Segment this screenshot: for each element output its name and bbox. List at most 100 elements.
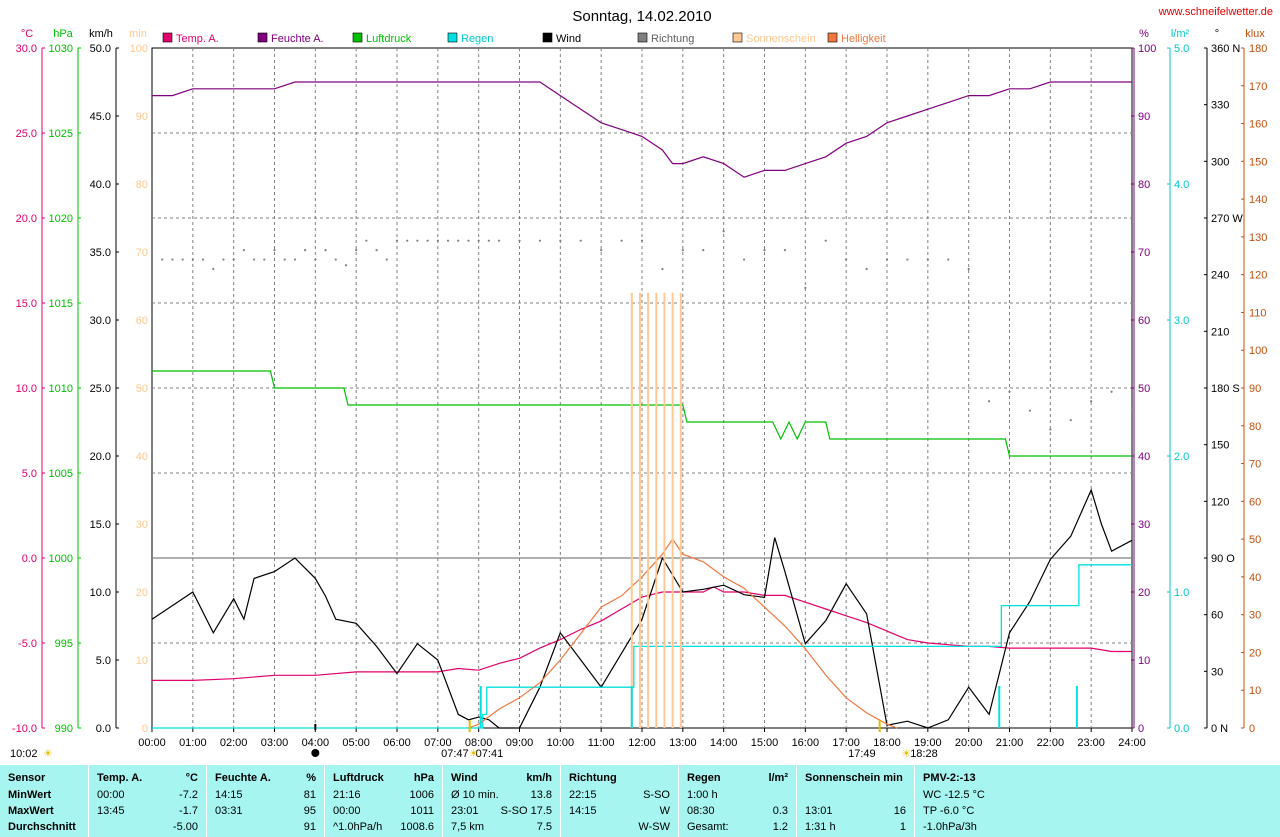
direction-point (314, 258, 317, 261)
table-cell: 03:31 (215, 805, 243, 817)
rain-tick-label: 1.0 (1174, 587, 1189, 599)
direction-tick-label: 120 (1211, 496, 1229, 508)
table-cell-value: 1011 (410, 805, 434, 817)
sun-unit-label: min (129, 28, 147, 40)
sun-markers: 07:47 07:41☀ 17:49 18:28☀10:02 ☀ (10, 720, 938, 760)
table-cell-value: 1.2 (772, 821, 788, 833)
direction-point (1130, 409, 1134, 412)
humidity-tick-label: 40 (1138, 451, 1150, 463)
humidity-tick-label: 100 (1138, 43, 1156, 55)
table-cell-value: S-SO (643, 789, 670, 801)
brightness-tick-label: 0 (1249, 723, 1255, 735)
legend-swatch (637, 32, 648, 43)
direction-point (283, 258, 286, 261)
sunset-label-2: 18:28 (910, 748, 938, 760)
temp-unit-label: °C (21, 28, 33, 40)
direction-point (426, 239, 429, 242)
table-cell-value: -7.2 (179, 789, 198, 801)
x-tick-label: 21:00 (996, 737, 1024, 749)
table-cell-value: W-SW (638, 821, 670, 833)
brightness-tick-label: 170 (1249, 81, 1267, 93)
rain-tick-label: 2.0 (1174, 451, 1189, 463)
x-tick-label: 10:00 (547, 737, 575, 749)
direction-point (497, 239, 501, 242)
legend-swatch (447, 32, 458, 43)
rain-tick-label: 5.0 (1174, 43, 1189, 55)
humidity-tick-label: 70 (1138, 247, 1150, 259)
table-cell-value: S-SO 17.5 (500, 805, 552, 817)
direction-point (742, 258, 746, 261)
direction-point (324, 249, 327, 252)
direction-point (661, 267, 664, 271)
website-link[interactable]: www.schneifelwetter.de (1158, 6, 1273, 18)
direction-point (201, 258, 205, 261)
pressure-tick-label: 1025 (49, 128, 73, 140)
wind-tick-label: 10.0 (90, 587, 111, 599)
direction-tick-label: 30 (1211, 666, 1223, 678)
brightness-tick-label: 30 (1249, 610, 1261, 622)
table-header-unit: l/m² (768, 772, 788, 784)
table-cell: 21:16 (333, 789, 361, 801)
x-tick-label: 19:00 (914, 737, 942, 749)
direction-point (273, 249, 276, 252)
chart-title: Sonntag, 14.02.2010 (572, 8, 711, 25)
x-tick-label: 14:00 (710, 737, 738, 749)
x-tick-label: 04:00 (302, 737, 330, 749)
table-header: Feuchte A. (215, 772, 271, 784)
temp-tick-label: 25.0 (16, 128, 37, 140)
sun-icon: ☀ (469, 748, 479, 760)
table-cell-value: W (659, 805, 670, 817)
legend-label: Wind (556, 33, 581, 45)
pressure-tick-label: 995 (55, 638, 73, 650)
table-cell: 08:30 (687, 805, 715, 817)
x-tick-label: 15:00 (751, 737, 779, 749)
x-tick-label: 09:00 (506, 737, 534, 749)
direction-point (783, 249, 787, 252)
sun-tick-label: 0 (142, 723, 148, 735)
humidity-tick-label: 20 (1138, 587, 1150, 599)
direction-point (457, 239, 460, 242)
series (151, 81, 1134, 729)
direction-point (365, 239, 368, 242)
table-cell: 7,5 km (451, 821, 485, 833)
rain-tick-label: 0.0 (1174, 723, 1189, 735)
table-cell: -1.0hPa/3h (923, 821, 977, 833)
sunset-icon: ☀ (901, 748, 911, 760)
direction-point (681, 249, 684, 252)
direction-point (406, 239, 409, 242)
direction-tick-label: 330 (1211, 100, 1229, 112)
table-column: Luftdruck hPa 21:16 1006 00:00 1011 ^1.0hPa/h 1… (324, 765, 442, 837)
legend-swatch (542, 32, 553, 43)
direction-point (1049, 428, 1052, 431)
x-tick-label: 08:00 (465, 737, 493, 749)
brightness-tick-label: 80 (1249, 421, 1261, 433)
direction-point (640, 239, 644, 242)
pressure-tick-label: 990 (55, 723, 73, 735)
direction-point (477, 239, 480, 242)
new-moon-icon (311, 749, 320, 757)
table-column: Wind km/h Ø 10 min. 13.8 23:01 S-SO 17.5 7,5 k… (442, 765, 560, 837)
temp-tick-label: 20.0 (16, 213, 37, 225)
legend: Temp. A. Feuchte A. Luftdruck Regen Wind Rich… (162, 32, 886, 45)
direction-point (987, 400, 991, 403)
direction-point (487, 239, 490, 242)
table-cell-value: 16 (893, 805, 906, 817)
table-cell: Ø 10 min. (451, 789, 499, 801)
table-cell-value: 1008.6 (400, 821, 434, 833)
legend-label: Luftdruck (366, 33, 412, 45)
table-cell: ^1.0hPa/h (333, 821, 383, 833)
table-cell: Durchschnitt (8, 821, 76, 833)
table-cell-value: 1 (899, 821, 906, 833)
table-header: Richtung (569, 772, 617, 784)
pressure-tick-label: 1030 (49, 43, 73, 55)
direction-point (161, 258, 164, 261)
brightness-tick-label: 90 (1249, 383, 1261, 395)
pressure-tick-label: 1005 (49, 468, 73, 480)
legend-swatch (732, 32, 743, 43)
wind-tick-label: 20.0 (90, 451, 111, 463)
current-time-label: 10:02 (10, 748, 38, 760)
table-column: PMV-2:-13 WC -12.5 °C TP -6.0 °C -1.0hPa/3h (914, 765, 1280, 837)
windline (151, 488, 1133, 729)
table-header: Sonnenschein min (805, 772, 903, 784)
sun-tick-label: 20 (136, 587, 148, 599)
